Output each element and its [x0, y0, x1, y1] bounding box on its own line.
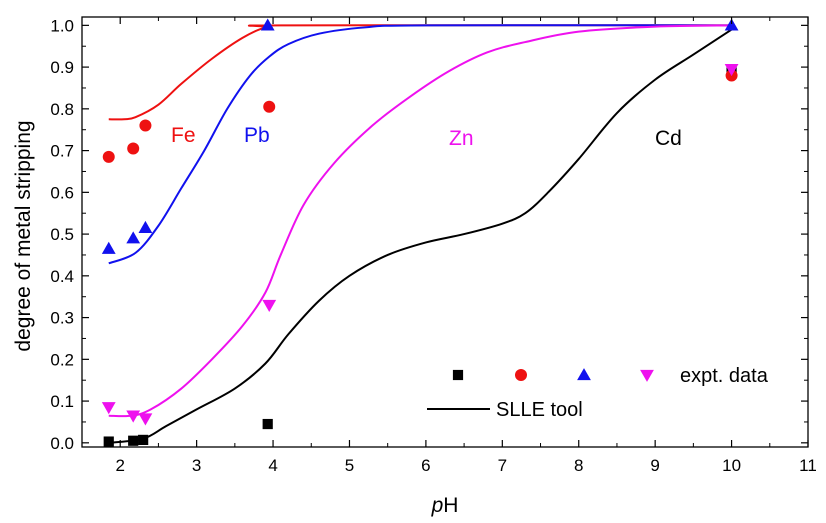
y-tick-label: 0.9	[50, 58, 74, 77]
y-tick-label: 0.2	[50, 350, 74, 369]
model-curve-pb	[108, 24, 732, 265]
data-point-cd	[262, 418, 273, 430]
model-curves	[108, 24, 733, 444]
data-point-fe	[127, 142, 140, 155]
data-point-zn	[138, 413, 153, 426]
y-tick-label: 0.1	[50, 392, 74, 411]
x-axis-title-italic: p	[431, 494, 444, 517]
x-tick-label: 10	[722, 456, 741, 475]
data-point-fe	[263, 100, 276, 113]
data-point-pb	[101, 241, 116, 254]
x-tick-label: 5	[345, 456, 354, 475]
y-tick-label: 0.6	[50, 183, 74, 202]
legend: expt. data SLLE tool	[427, 365, 769, 421]
series-label-zn: Zn	[449, 127, 474, 150]
x-tick-label: 6	[421, 456, 430, 475]
model-curve-fe	[108, 24, 732, 121]
y-tick-label: 0.8	[50, 100, 74, 119]
axis-ticks	[81, 17, 809, 447]
x-tick-label: 2	[115, 456, 124, 475]
x-tick-label: 4	[268, 456, 277, 475]
legend-marker-pb	[577, 368, 591, 381]
data-point-fe	[139, 119, 152, 132]
series-label-fe: Fe	[171, 124, 196, 147]
data-point-fe	[102, 150, 115, 163]
series-label-cd: Cd	[655, 127, 682, 150]
x-axis-title-rest: H	[443, 494, 458, 517]
series-labels: Cd Fe Pb Zn	[171, 124, 682, 150]
legend-marker-zn	[640, 369, 654, 382]
model-curve-zn	[108, 24, 732, 418]
y-tick-label: 0.5	[50, 225, 74, 244]
data-point-cd	[128, 435, 139, 446]
tick-labels: 2 3 4 5 6 7 8 9 10 11 0.0 0.1 0.2 0.3 0.4 0.5 0.6 0.7 0.8 0…	[50, 16, 816, 475]
legend-marker-fe	[515, 369, 527, 381]
x-axis-title: pH	[431, 494, 459, 517]
x-tick-label: 8	[574, 456, 583, 475]
data-point-cd	[103, 436, 114, 447]
data-point-cd	[138, 434, 149, 446]
data-point-zn	[724, 64, 739, 77]
y-tick-label: 0.0	[50, 434, 74, 453]
y-tick-label: 0.7	[50, 142, 74, 161]
x-tick-label: 9	[650, 456, 659, 475]
data-point-pb	[724, 18, 739, 31]
y-tick-label: 1.0	[50, 16, 74, 35]
y-tick-label: 0.4	[50, 267, 74, 286]
data-markers	[101, 18, 739, 447]
data-point-pb	[126, 231, 141, 244]
data-point-zn	[262, 299, 277, 312]
data-point-zn	[101, 402, 116, 415]
x-tick-label: 7	[498, 456, 507, 475]
y-axis-title: degree of metal stripping	[12, 120, 35, 351]
data-point-pb	[138, 220, 153, 234]
x-tick-label: 3	[192, 456, 201, 475]
x-tick-label: 11	[799, 456, 817, 475]
model-curve-cd	[108, 28, 733, 444]
legend-marker-cd	[452, 369, 464, 381]
data-point-zn	[126, 410, 141, 423]
data-point-pb	[260, 18, 275, 31]
legend-model-label: SLLE tool	[496, 399, 583, 421]
series-label-pb: Pb	[244, 124, 270, 147]
plot-frame	[81, 16, 809, 448]
legend-expt-data-label: expt. data	[680, 365, 769, 387]
y-tick-label: 0.3	[50, 309, 74, 328]
